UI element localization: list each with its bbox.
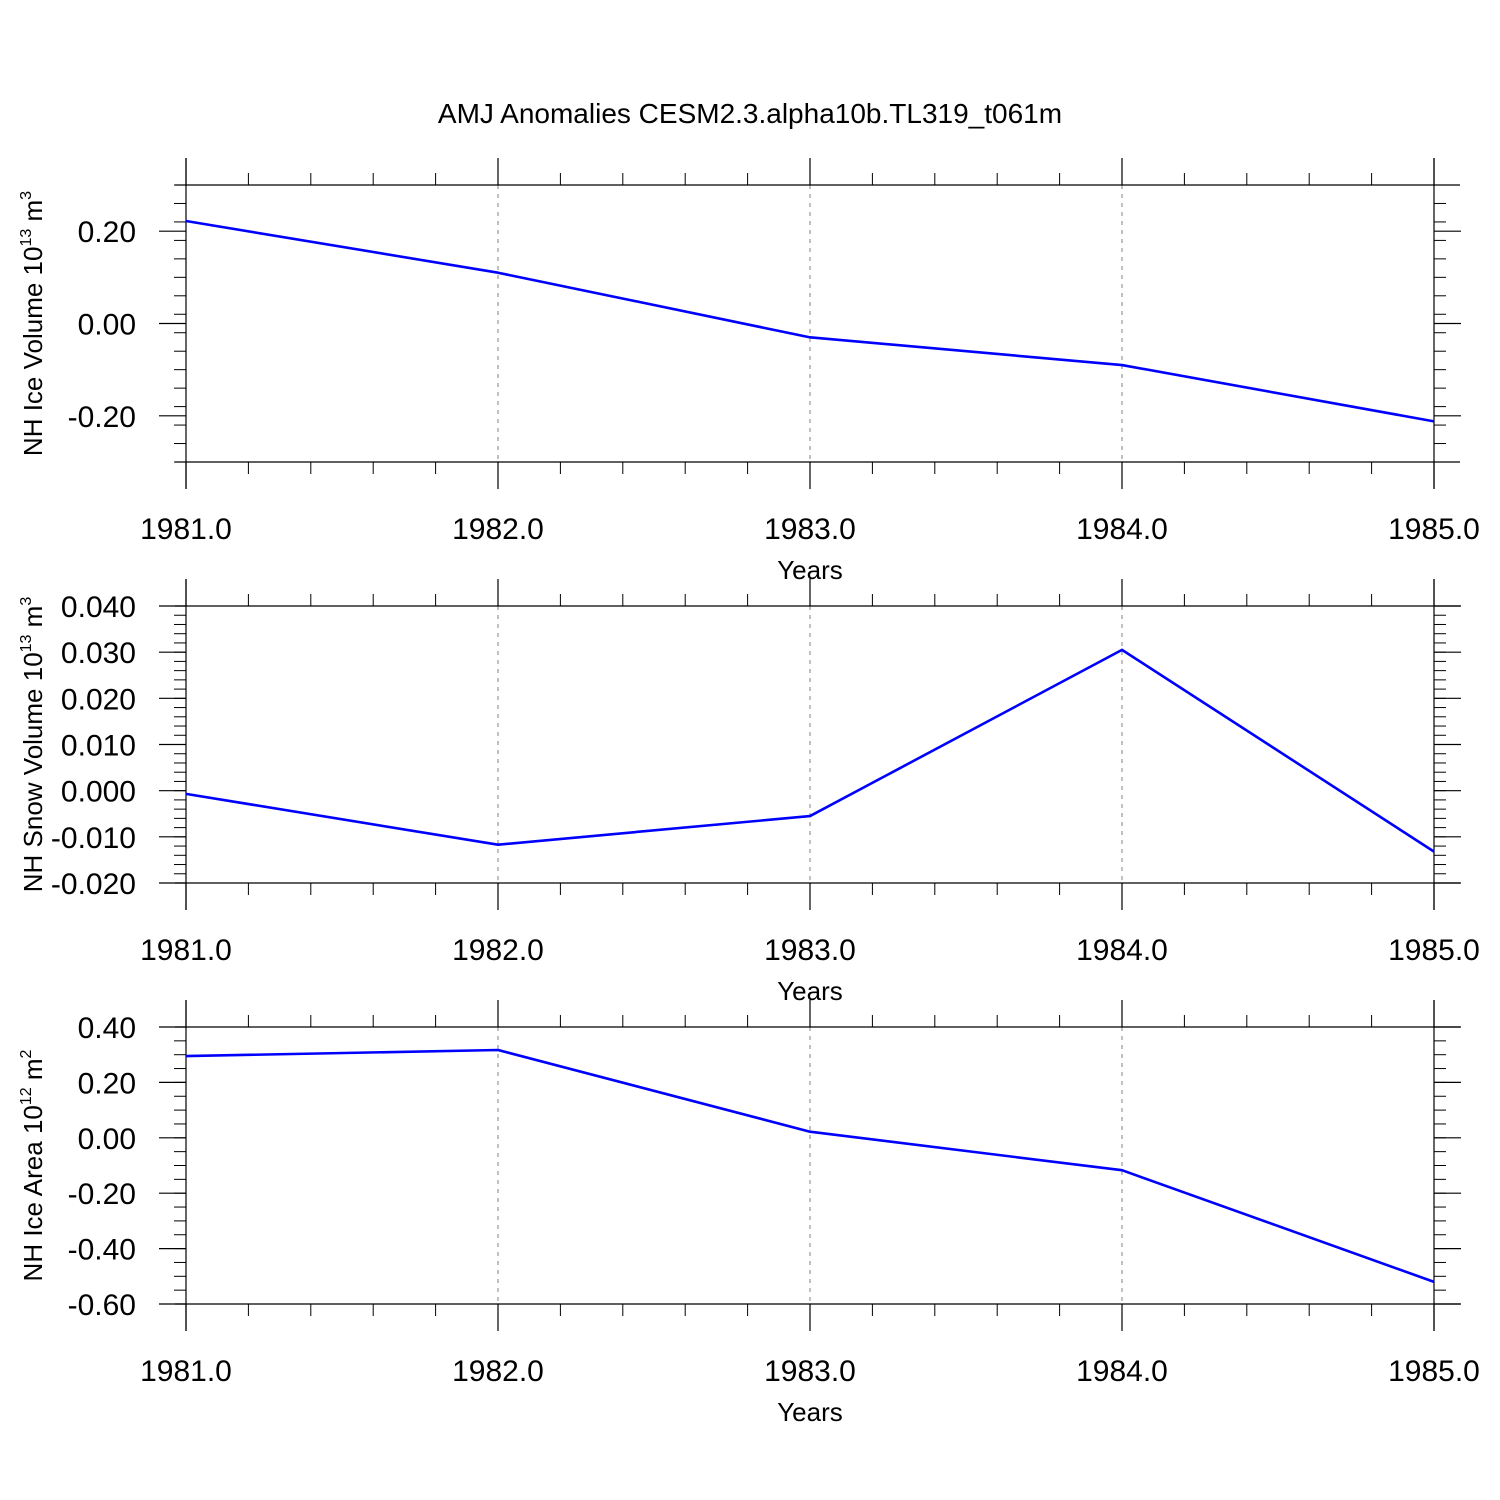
y-tick-label: 0.20 <box>78 1067 136 1100</box>
x-tick-label: 1983.0 <box>764 934 856 967</box>
y-axis-title-unit: m <box>18 606 48 635</box>
y-tick-label: 0.030 <box>61 637 136 670</box>
y-tick-label: -0.20 <box>68 1178 136 1211</box>
y-axis-title-main: NH Ice Volume 10 <box>18 247 48 457</box>
y-axis-title-unit: m <box>18 1058 48 1087</box>
y-tick-label: -0.60 <box>68 1289 136 1322</box>
x-tick-label: 1982.0 <box>452 934 544 967</box>
y-axis-title-unit-exponent: 3 <box>18 191 35 200</box>
y-tick-label: 0.00 <box>78 309 136 342</box>
x-tick-label: 1985.0 <box>1388 934 1480 967</box>
y-tick-label: 0.040 <box>61 591 136 624</box>
panel-1: 1981.0 1982.0 1983.0 1984.0 1985.0Years-0.20… <box>18 158 1480 585</box>
y-axis-title: NH Ice Volume 1013 m3 <box>18 191 48 456</box>
y-tick-label: 0.010 <box>61 730 136 763</box>
y-tick-label: 0.020 <box>61 683 136 716</box>
y-axis-title-exponent: 12 <box>18 1087 35 1105</box>
x-tick-label: 1981.0 <box>140 934 232 967</box>
x-tick-label: 1981.0 <box>140 1355 232 1388</box>
x-tick-label: 1981.0 <box>140 513 232 546</box>
y-tick-label: -0.20 <box>68 401 136 434</box>
x-tick-label: 1983.0 <box>764 513 856 546</box>
x-tick-label: 1984.0 <box>1076 1355 1168 1388</box>
y-tick-label: 0.000 <box>61 776 136 809</box>
y-tick-label: -0.010 <box>51 822 136 855</box>
y-tick-label: -0.40 <box>68 1234 136 1267</box>
x-tick-label: 1984.0 <box>1076 934 1168 967</box>
panel-3: 1981.0 1982.0 1983.0 1984.0 1985.0 Years -0.60… <box>18 1000 1480 1427</box>
x-tick-label: 1983.0 <box>764 1355 856 1388</box>
x-axis-title: Years <box>777 1397 843 1427</box>
y-axis-title-exponent: 13 <box>18 634 35 652</box>
x-tick-label: 1985.0 <box>1388 1355 1480 1388</box>
panel-2: 1981.0 1982.0 1983.0 1984.0 1985.0Years-0.02… <box>18 579 1480 1006</box>
y-axis-title-unit-exponent: 2 <box>18 1049 35 1058</box>
x-tick-label: 1982.0 <box>452 513 544 546</box>
figure-title: AMJ Anomalies CESM2.3.alpha10b.TL319_t06… <box>438 98 1062 129</box>
y-axis-title-main: NH Snow Volume 10 <box>18 652 48 892</box>
y-tick-label: 0.20 <box>78 216 136 249</box>
x-tick-label: 1982.0 <box>452 1355 544 1388</box>
y-axis-title: NH Ice Area 1012 m2 <box>18 1049 48 1281</box>
y-axis-title-main: NH Ice Area 10 <box>18 1105 48 1281</box>
y-axis-title-unit-exponent: 3 <box>18 597 35 606</box>
x-tick-label: 1984.0 <box>1076 513 1168 546</box>
y-tick-label: 0.40 <box>78 1012 136 1045</box>
y-tick-label: 0.00 <box>78 1123 136 1156</box>
x-tick-label: 1985.0 <box>1388 513 1480 546</box>
y-axis-title: NH Snow Volume 1013 m3 <box>18 597 48 893</box>
panels: 1981.0 1982.0 1983.0 1984.0 1985.0 Years -0.20… <box>18 158 1480 1427</box>
y-tick-label: -0.020 <box>51 868 136 901</box>
y-axis-title-exponent: 13 <box>18 229 35 247</box>
y-axis-title-unit: m <box>18 200 48 229</box>
